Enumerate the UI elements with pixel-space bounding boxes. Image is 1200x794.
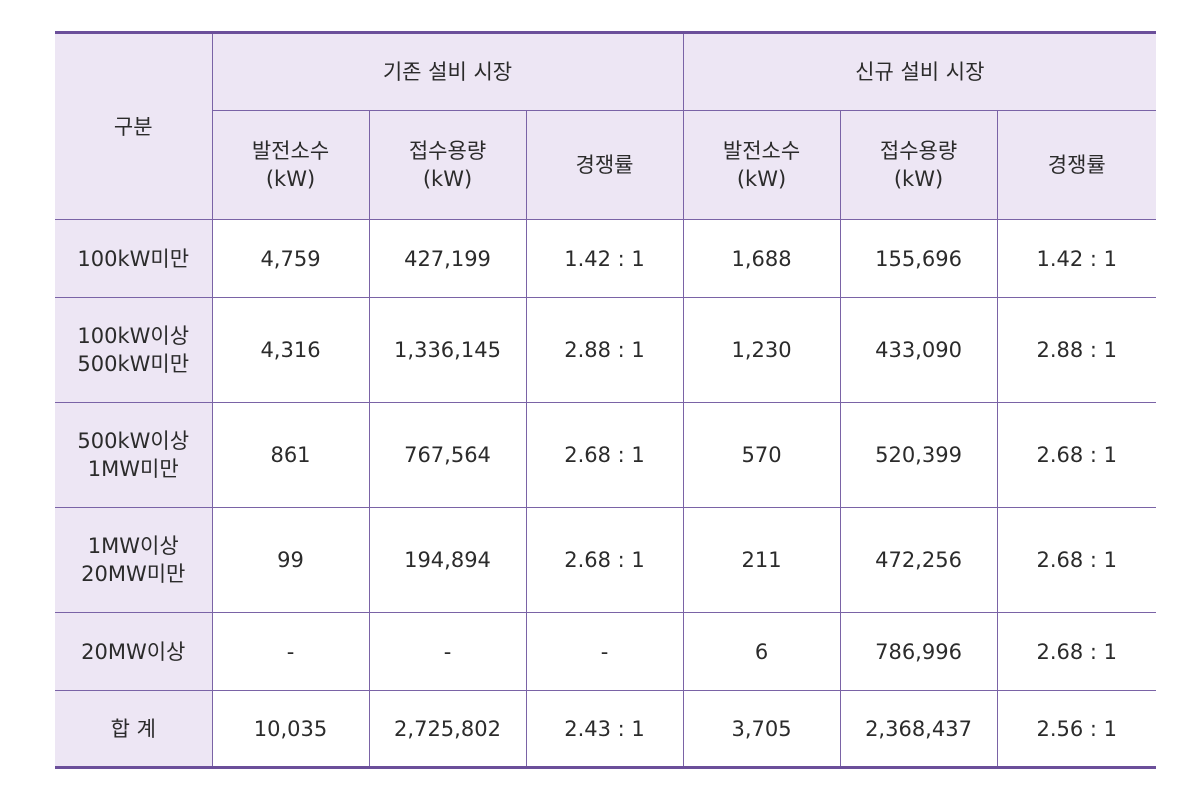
- table-cell: 4,316: [211, 297, 370, 403]
- table-cell: 433,090: [839, 297, 998, 403]
- table-cell: 570: [682, 402, 841, 508]
- table-cell: 786,996: [839, 612, 998, 691]
- header-unit: (kW): [265, 167, 316, 191]
- table-row: 1MW이상 20MW미만 99 194,894 2.68 : 1 211 472…: [55, 507, 1157, 613]
- header-unit: (kW): [422, 167, 473, 191]
- table-cell: 2.88 : 1: [525, 297, 684, 403]
- table-cell: 2.68 : 1: [525, 507, 684, 613]
- header-existing-market: 기존 설비 시장: [211, 32, 684, 111]
- header-new-capacity: 접수용량 (kW): [839, 110, 998, 220]
- table-cell: 2.43 : 1: [525, 690, 684, 768]
- row-label: 500kW이상 1MW미만: [55, 402, 213, 508]
- row-label-line: 20MW이상: [81, 639, 186, 664]
- table-cell: 2.56 : 1: [996, 690, 1157, 768]
- table-cell: 520,399: [839, 402, 998, 508]
- table-cell: 861: [211, 402, 370, 508]
- table-cell: 10,035: [211, 690, 370, 768]
- row-label-line: 500kW미만: [77, 352, 190, 376]
- row-label: 20MW이상: [55, 612, 213, 691]
- table-cell: -: [525, 612, 684, 691]
- header-label: 접수용량: [879, 139, 958, 163]
- table-cell: 2,725,802: [368, 690, 527, 768]
- table-cell: 4,759: [211, 219, 370, 298]
- table-cell: 472,256: [839, 507, 998, 613]
- table-cell: 2.68 : 1: [525, 402, 684, 508]
- table-cell: 6: [682, 612, 841, 691]
- row-label: 100kW이상 500kW미만: [55, 297, 213, 403]
- table-row: 20MW이상 - - - 6 786,996 2.68 : 1: [55, 612, 1157, 691]
- market-table-container: 구분 기존 설비 시장 신규 설비 시장 발전소수 (kW) 접수용량 (kW)…: [55, 31, 1157, 769]
- header-label: 경쟁률: [575, 153, 634, 177]
- table-cell: 194,894: [368, 507, 527, 613]
- market-competition-table: 구분 기존 설비 시장 신규 설비 시장 발전소수 (kW) 접수용량 (kW)…: [55, 31, 1157, 769]
- row-label: 100kW미만: [55, 219, 213, 298]
- header-row-groups: 구분 기존 설비 시장 신규 설비 시장: [55, 32, 1157, 220]
- header-new-competition-rate: 경쟁률: [996, 110, 1157, 220]
- table-cell: -: [368, 612, 527, 691]
- table-header: 구분 기존 설비 시장 신규 설비 시장 발전소수 (kW) 접수용량 (kW)…: [55, 32, 1157, 220]
- table-cell: 2.68 : 1: [996, 612, 1157, 691]
- row-label-line: 1MW이상: [87, 534, 179, 558]
- header-new-market: 신규 설비 시장: [682, 32, 1157, 111]
- table-body: 100kW미만 4,759 427,199 1.42 : 1 1,688 155…: [55, 219, 1157, 768]
- row-label-line: 100kW이상: [77, 324, 190, 348]
- table-cell: 1,688: [682, 219, 841, 298]
- row-label-line: 1MW미만: [87, 457, 179, 481]
- table-cell: 155,696: [839, 219, 998, 298]
- table-cell: 2.88 : 1: [996, 297, 1157, 403]
- table-row: 500kW이상 1MW미만 861 767,564 2.68 : 1 570 5…: [55, 402, 1157, 508]
- header-category: 구분: [55, 32, 213, 220]
- table-cell: 3,705: [682, 690, 841, 768]
- header-label: 발전소수: [722, 139, 801, 163]
- row-label: 1MW이상 20MW미만: [55, 507, 213, 613]
- table-cell: 767,564: [368, 402, 527, 508]
- table-cell: 211: [682, 507, 841, 613]
- table-cell: 1,230: [682, 297, 841, 403]
- table-cell: 1.42 : 1: [525, 219, 684, 298]
- table-cell: 2.68 : 1: [996, 507, 1157, 613]
- header-row-columns: 발전소수 (kW) 접수용량 (kW) 경쟁률 발전소수 (kW) 접수용량 (…: [55, 110, 1157, 220]
- header-label: 접수용량: [408, 139, 487, 163]
- table-cell: 2,368,437: [839, 690, 998, 768]
- table-cell: 1.42 : 1: [996, 219, 1157, 298]
- header-new-plant-count: 발전소수 (kW): [682, 110, 841, 220]
- row-label-line: 합 계: [110, 716, 156, 741]
- header-existing-capacity: 접수용량 (kW): [368, 110, 527, 220]
- table-cell: -: [211, 612, 370, 691]
- row-label-total: 합 계: [55, 690, 213, 768]
- total-row: 합 계 10,035 2,725,802 2.43 : 1 3,705 2,36…: [55, 690, 1157, 768]
- table-cell: 427,199: [368, 219, 527, 298]
- table-row: 100kW미만 4,759 427,199 1.42 : 1 1,688 155…: [55, 219, 1157, 298]
- table-row: 100kW이상 500kW미만 4,316 1,336,145 2.88 : 1…: [55, 297, 1157, 403]
- table-cell: 1,336,145: [368, 297, 527, 403]
- row-label-line: 100kW미만: [77, 246, 190, 271]
- header-existing-plant-count: 발전소수 (kW): [212, 110, 370, 220]
- table-cell: 2.68 : 1: [996, 402, 1157, 508]
- header-unit: (kW): [736, 167, 787, 191]
- header-existing-competition-rate: 경쟁률: [525, 110, 684, 220]
- table-cell: 99: [211, 507, 370, 613]
- header-label: 발전소수: [251, 139, 330, 163]
- header-label: 경쟁률: [1047, 153, 1106, 177]
- row-label-line: 500kW이상: [77, 429, 190, 453]
- header-unit: (kW): [893, 167, 944, 191]
- row-label-line: 20MW미만: [81, 562, 186, 586]
